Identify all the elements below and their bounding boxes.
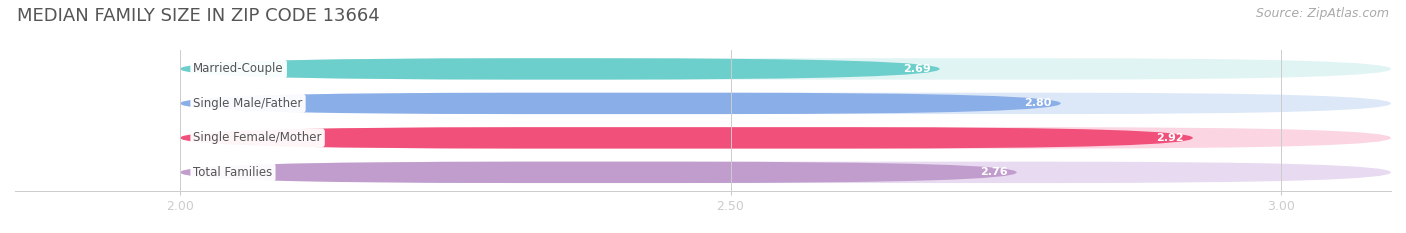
Text: 2.80: 2.80 (1025, 98, 1052, 108)
Text: Single Male/Father: Single Male/Father (194, 97, 302, 110)
Text: MEDIAN FAMILY SIZE IN ZIP CODE 13664: MEDIAN FAMILY SIZE IN ZIP CODE 13664 (17, 7, 380, 25)
Text: 2.92: 2.92 (1156, 133, 1184, 143)
Text: Married-Couple: Married-Couple (194, 62, 284, 75)
Text: Source: ZipAtlas.com: Source: ZipAtlas.com (1256, 7, 1389, 20)
FancyBboxPatch shape (180, 162, 1017, 183)
FancyBboxPatch shape (180, 127, 1192, 149)
FancyBboxPatch shape (180, 58, 939, 80)
FancyBboxPatch shape (180, 162, 1391, 183)
Text: 2.69: 2.69 (903, 64, 931, 74)
FancyBboxPatch shape (180, 58, 1391, 80)
Text: Total Families: Total Families (194, 166, 273, 179)
Text: Single Female/Mother: Single Female/Mother (194, 131, 322, 144)
Text: 2.76: 2.76 (980, 167, 1008, 177)
FancyBboxPatch shape (180, 127, 1391, 149)
FancyBboxPatch shape (180, 93, 1391, 114)
FancyBboxPatch shape (180, 93, 1060, 114)
